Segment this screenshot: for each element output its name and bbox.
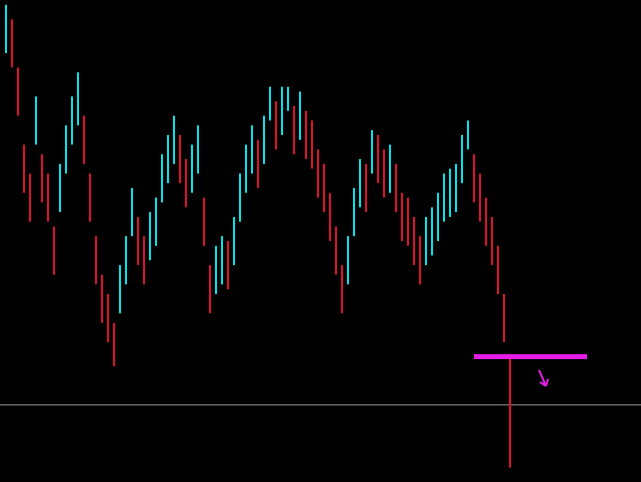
bars [5, 4, 511, 468]
arrow [538, 369, 549, 387]
